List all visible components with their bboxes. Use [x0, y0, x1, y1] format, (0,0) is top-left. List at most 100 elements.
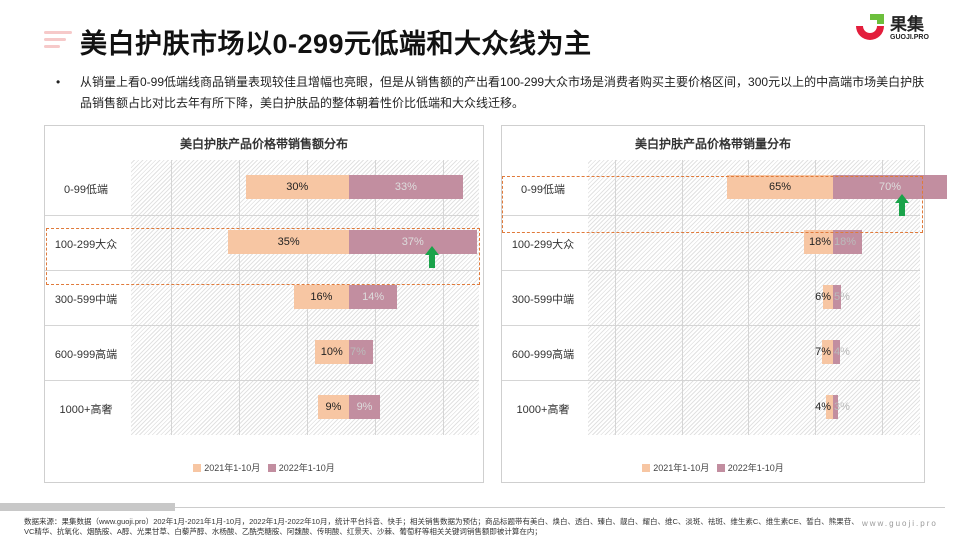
bar-2021 [821, 340, 833, 364]
logo-subtext: GUOJI.PRO [890, 34, 929, 41]
title-decoration [44, 31, 72, 34]
row-divider [502, 325, 920, 326]
page-title: 美白护肤市场以0-299元低端和大众线为主 [80, 29, 592, 59]
logo: 果集 GUOJI.PRO [852, 10, 947, 46]
up-arrow-icon [425, 246, 439, 268]
data-source-note: 数据来源：果集数据（www.guoji.pro）202年1月-2021年1月-1… [24, 517, 859, 536]
bar-2021 [317, 395, 349, 419]
category-label: 300-599中端 [54, 294, 118, 306]
legend: 2021年1-10月 2022年1-10月 [45, 461, 483, 474]
legend-swatch-2021 [193, 464, 202, 472]
row-divider [502, 215, 920, 216]
bar-2022 [349, 175, 463, 199]
bar-2021 [727, 175, 833, 199]
plot-area: 0-99低端 30% 33% 100-299大众 35% 37% 300-599中端 16% 1… [45, 160, 479, 435]
bar-2021 [803, 230, 833, 254]
title-decoration [44, 45, 60, 48]
category-label: 1000+高奢 [59, 404, 113, 416]
category-label: 100-299大众 [54, 239, 118, 251]
data-label-2021: 10% [320, 346, 343, 358]
data-label-2021: 35% [277, 236, 300, 248]
grid-line [443, 160, 444, 435]
bar-2022 [349, 285, 398, 309]
grid-line [239, 160, 240, 435]
grid-line [171, 160, 172, 435]
row-divider [45, 380, 479, 381]
bar-2022 [833, 230, 863, 254]
bar-2022 [349, 230, 477, 254]
legend-label: 2021年1-10月 [204, 463, 261, 473]
grid-line [682, 160, 683, 435]
row-divider [502, 380, 920, 381]
data-label-2022: 5% [834, 291, 850, 303]
category-label: 600-999高端 [54, 349, 118, 361]
row-divider [45, 325, 479, 326]
data-label-2022: 33% [394, 181, 417, 193]
bar-2021 [228, 230, 349, 254]
sales-amount-chart: 美白护肤产品价格带销售额分布 0-99低端 30% 33% 100-299大众 35% 3… [44, 125, 484, 483]
data-label-2022: 14% [362, 291, 385, 303]
data-label-2021: 30% [286, 181, 309, 193]
data-label-2021: 18% [808, 236, 831, 248]
chart-title: 美白护肤产品价格带销量分布 [634, 137, 791, 151]
legend: 2021年1-10月 2022年1-10月 [502, 461, 924, 474]
summary-bullet: • 从销量上看0-99低端线商品销量表现较佳且增幅也亮眼，但是从销售额的产出看1… [56, 72, 926, 114]
data-label-2021: 7% [815, 346, 831, 358]
row-divider [502, 270, 920, 271]
category-label: 300-599中端 [511, 294, 575, 306]
bar-2022 [833, 285, 842, 309]
sales-volume-chart: 美白护肤产品价格带销量分布 0-99低端 65% 70% 100-299大众 18% 18… [501, 125, 948, 483]
data-label-2022: 3% [834, 401, 850, 413]
data-label-2022: 18% [834, 236, 857, 248]
bar-2021 [823, 285, 833, 309]
bar-2022 [833, 395, 838, 419]
bar-2021 [245, 175, 349, 199]
category-label: 600-999高端 [511, 349, 575, 361]
legend-swatch-2022 [716, 464, 725, 472]
footer-url: www.guoji.pro [862, 519, 938, 528]
title-decoration [44, 38, 66, 41]
bar-2022 [833, 175, 948, 199]
footer-divider [175, 507, 945, 508]
data-label-2022: 4% [834, 346, 850, 358]
bar-2022 [833, 340, 840, 364]
bar-2022 [349, 395, 381, 419]
legend-label: 2021年1-10月 [653, 463, 710, 473]
legend-swatch-2021 [642, 464, 651, 472]
grid-line [815, 160, 816, 435]
data-label-2022: 9% [356, 401, 373, 413]
bar-2022 [349, 340, 374, 364]
category-label: 0-99低端 [63, 184, 109, 196]
highlight-box [502, 176, 923, 233]
data-label-2021: 9% [325, 401, 342, 413]
legend-swatch-2022 [267, 464, 276, 472]
category-label: 0-99低端 [520, 184, 566, 196]
bar-2021 [314, 340, 349, 364]
data-label-2022: 70% [879, 181, 902, 193]
legend-label: 2022年1-10月 [727, 463, 784, 473]
data-label-2022: 37% [401, 236, 424, 248]
footer-bar [0, 503, 175, 511]
summary-text: 从销量上看0-99低端线商品销量表现较佳且增幅也亮眼，但是从销售额的产出看100… [80, 75, 925, 110]
data-label-2022: 7% [350, 346, 366, 358]
row-divider [45, 215, 479, 216]
logo-text: 果集 [890, 15, 924, 34]
grid-line [615, 160, 616, 435]
highlight-box [46, 228, 480, 285]
category-label: 100-299大众 [511, 239, 575, 251]
category-label: 1000+高奢 [516, 404, 570, 416]
bullet-dot: • [56, 75, 61, 89]
up-arrow-icon [895, 194, 909, 216]
grid-line [748, 160, 749, 435]
bar-2021 [293, 285, 349, 309]
bar-2021 [826, 395, 833, 419]
logo-icon [856, 14, 884, 40]
grid-line [882, 160, 883, 435]
legend-label: 2022年1-10月 [278, 463, 335, 473]
data-label-2021: 4% [815, 401, 831, 413]
row-divider [45, 270, 479, 271]
data-label-2021: 65% [769, 181, 792, 193]
chart-title: 美白护肤产品价格带销售额分布 [179, 137, 348, 151]
data-label-2021: 16% [310, 291, 333, 303]
data-label-2021: 6% [815, 291, 831, 303]
